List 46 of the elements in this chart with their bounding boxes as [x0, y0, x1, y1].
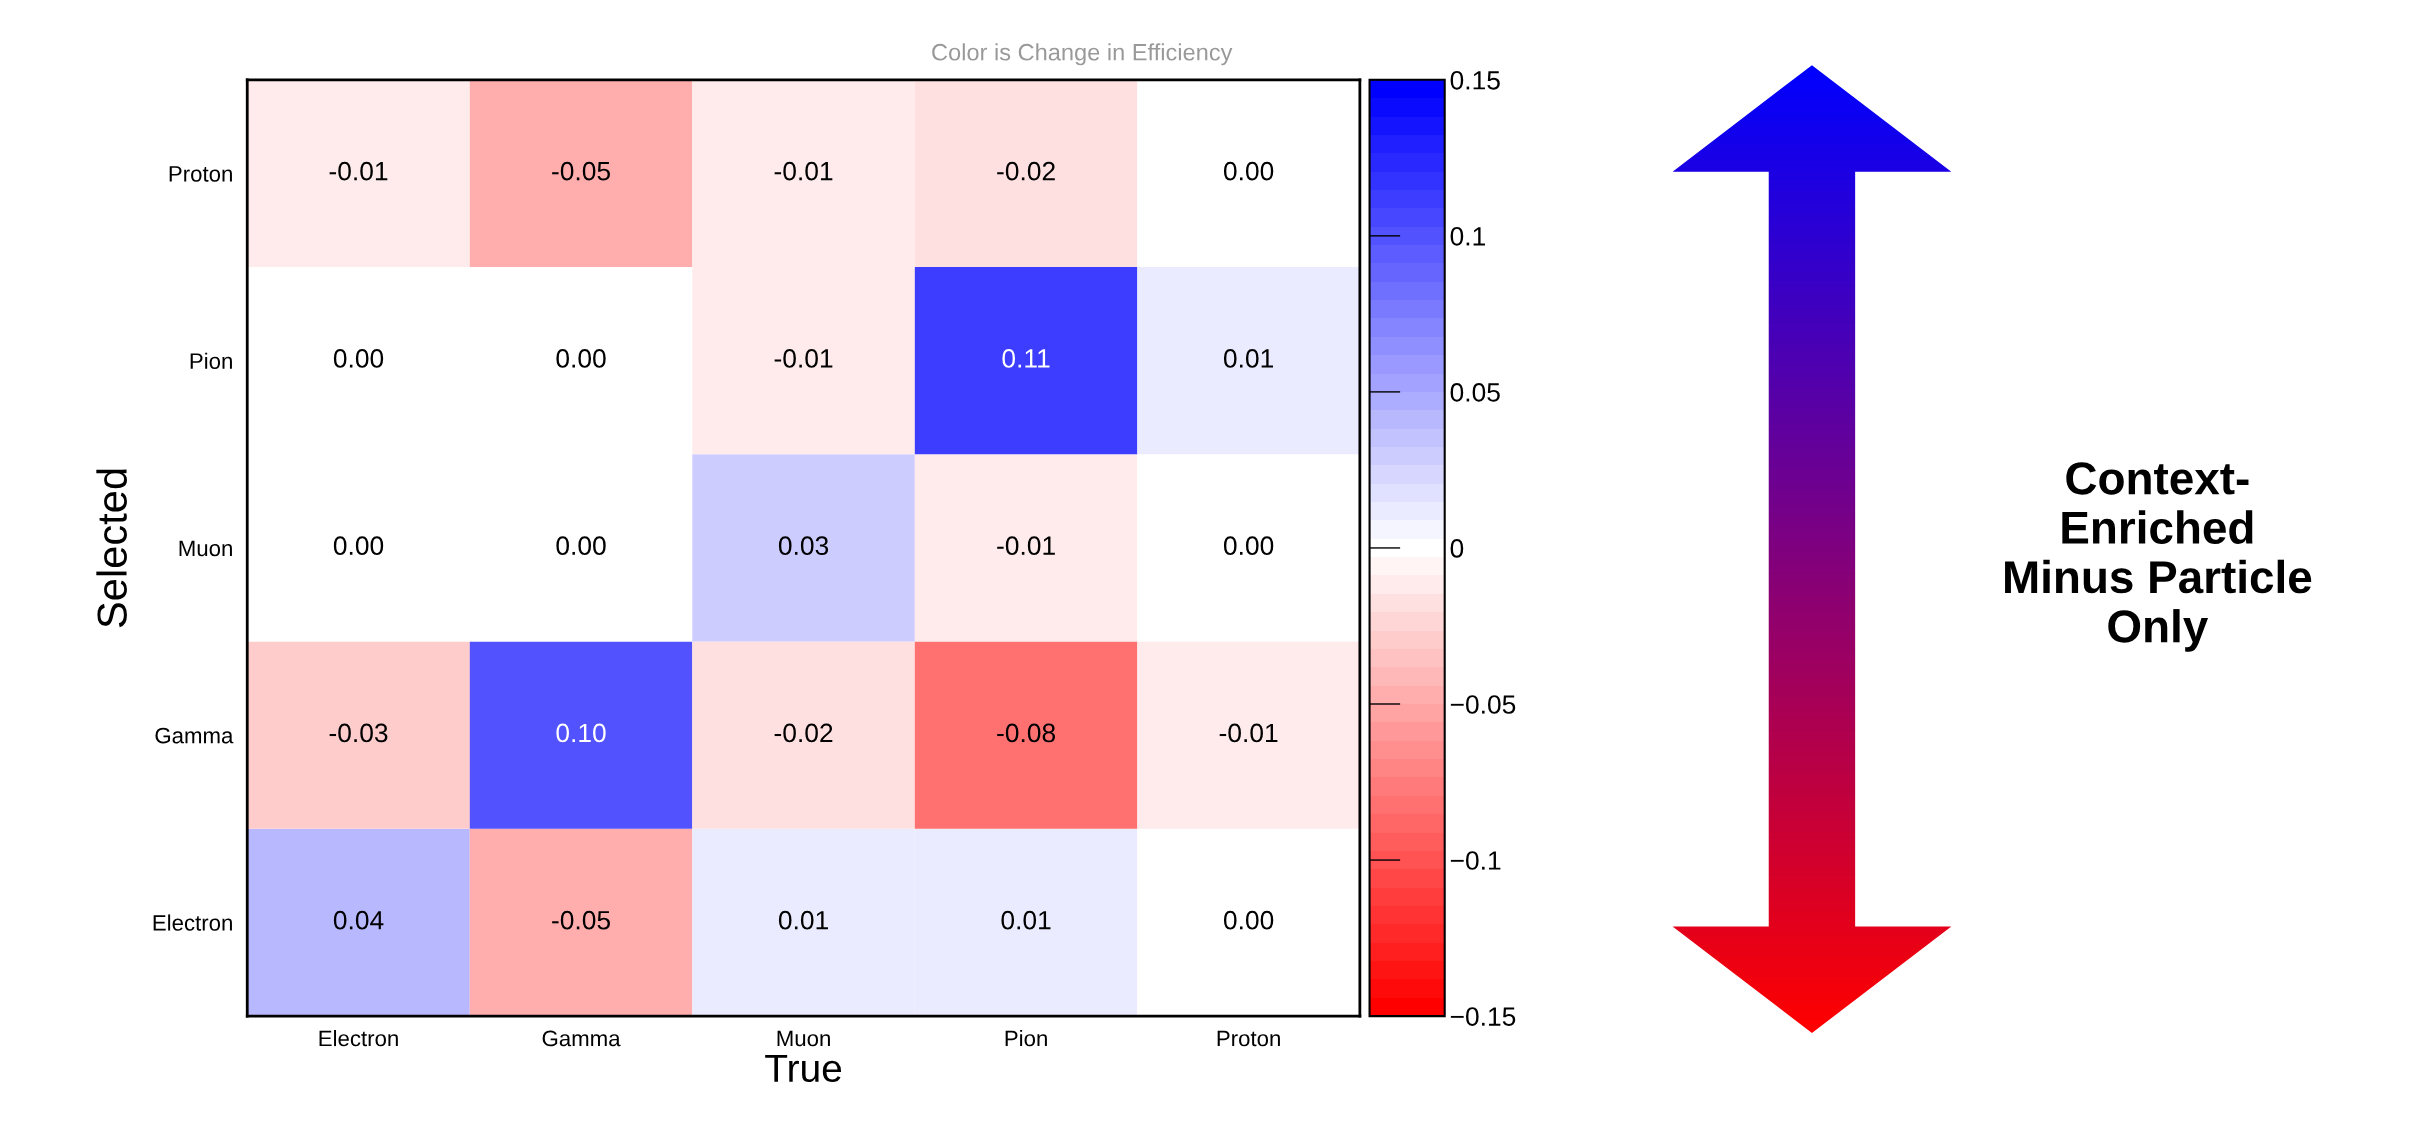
x-tick-label: Muon	[777, 1030, 830, 1047]
data-label: 0.10	[556, 723, 606, 743]
y-tick-label: Gamma	[155, 727, 234, 744]
y-tick-label: Muon	[179, 540, 232, 557]
data-label: 0.00	[1223, 161, 1274, 181]
color-bar-label: 0.05	[1450, 383, 1500, 402]
data-label: -0.01	[774, 349, 833, 368]
data-label: -0.01	[1219, 723, 1278, 743]
color-bar-label: 0.1	[1450, 226, 1485, 246]
color-bar-label: −0.1	[1450, 851, 1501, 870]
y-tick-label: Proton	[169, 166, 232, 182]
x-tick-label: Electron	[319, 1029, 398, 1047]
data-label: -0.02	[997, 161, 1055, 181]
data-label: 0.00	[1223, 910, 1274, 930]
data-label: -0.01	[774, 161, 833, 181]
data-label: 0.00	[333, 536, 384, 556]
y-tick-label: Electron	[153, 914, 232, 931]
x-axis-title: True	[765, 1054, 842, 1083]
color-bar-label: −0.15	[1450, 1007, 1516, 1026]
x-tick-label: Pion	[1005, 1029, 1047, 1047]
data-label: 0.00	[333, 349, 384, 368]
color-bar-label: −0.05	[1450, 695, 1516, 714]
data-label: -0.08	[997, 723, 1056, 743]
data-label: 0.01	[1223, 349, 1273, 368]
data-label: -0.05	[552, 910, 610, 930]
text: Context- Enriched Minus Particle Only	[2005, 462, 2312, 652]
data-label: -0.01	[997, 536, 1055, 556]
data-label: 0.01	[1001, 910, 1051, 930]
y-axis-title: Selected	[96, 469, 127, 628]
chart-title: Color is Change in Efficiency	[932, 43, 1233, 66]
data-label: -0.02	[774, 723, 833, 743]
y-tick-label: Pion	[190, 352, 232, 369]
color-bar-label: 0.15	[1450, 70, 1500, 90]
data-label: -0.05	[552, 161, 610, 181]
data-label: 0.00	[556, 349, 606, 368]
data-label: -0.03	[329, 723, 388, 743]
data-label: 0.00	[556, 536, 606, 556]
data-label: -0.01	[329, 161, 388, 181]
color-bar-label: 0	[1450, 539, 1464, 558]
data-label: 0.00	[1223, 536, 1274, 556]
x-tick-label: Gamma	[542, 1030, 621, 1047]
data-label: 0.03	[778, 536, 829, 556]
x-tick-label: Proton	[1217, 1030, 1280, 1047]
data-label: 0.04	[333, 910, 384, 930]
data-label: 0.01	[778, 910, 828, 930]
data-label: 0.11	[1002, 349, 1050, 368]
